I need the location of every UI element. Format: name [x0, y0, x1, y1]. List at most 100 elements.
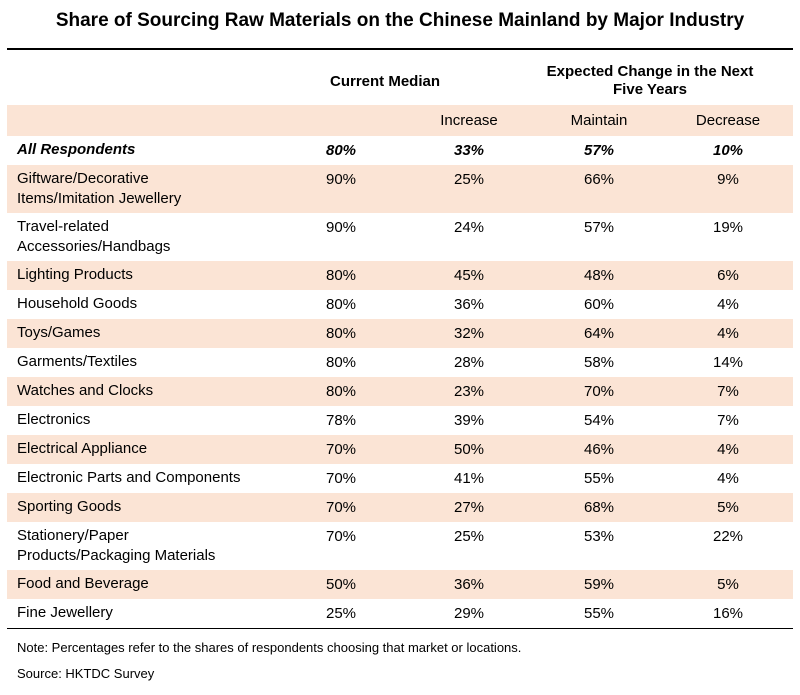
cell-increase: 39%	[453, 412, 485, 429]
row-label: Travel-related Accessories/Handbags	[17, 217, 287, 257]
row-label: Stationery/Paper Products/Packaging Mater…	[17, 526, 287, 566]
table-row: Electrical Appliance 70% 50% 46% 4%	[7, 435, 793, 464]
cell-maintain: 55%	[583, 470, 615, 487]
cell-decrease: 5%	[717, 576, 739, 593]
cell-increase: 25%	[453, 171, 485, 188]
cell-decrease: 5%	[717, 499, 739, 516]
cell-decrease: 6%	[717, 267, 739, 284]
row-label: All Respondents	[17, 140, 287, 160]
cell-current-median: 78%	[325, 412, 357, 429]
table-note: Note: Percentages refer to the shares of…	[17, 640, 522, 655]
row-label: Giftware/Decorative Items/Imitation Jewel…	[17, 169, 287, 209]
table-row: Electronics 78% 39% 54% 7%	[7, 406, 793, 435]
cell-increase: 27%	[453, 499, 485, 516]
cell-increase: 29%	[453, 605, 485, 622]
cell-maintain: 57%	[583, 219, 615, 236]
row-label: Fine Jewellery	[17, 603, 287, 623]
row-label-line: Products/Packaging Materials	[17, 547, 216, 564]
row-label-line: Food and Beverage	[17, 575, 149, 592]
row-label-line: Electrical Appliance	[17, 440, 148, 457]
row-label-line: Watches and Clocks	[17, 382, 154, 399]
cell-decrease: 4%	[717, 441, 739, 458]
cell-maintain: 48%	[583, 267, 615, 284]
cell-decrease: 4%	[717, 470, 739, 487]
cell-current-median: 80%	[325, 325, 357, 342]
cell-current-median: 25%	[325, 605, 357, 622]
table-source: Source: HKTDC Survey	[17, 666, 155, 681]
cell-decrease: 4%	[717, 325, 739, 342]
cell-current-median: 70%	[325, 499, 357, 516]
row-label: Electrical Appliance	[17, 439, 287, 459]
table-row: Toys/Games 80% 32% 64% 4%	[7, 319, 793, 348]
cell-increase: 23%	[453, 383, 485, 400]
subheader-row: Increase Maintain Decrease	[7, 105, 793, 136]
cell-decrease: 10%	[712, 142, 744, 159]
cell-current-median: 70%	[325, 528, 357, 545]
cell-maintain: 54%	[583, 412, 615, 429]
cell-increase: 33%	[453, 142, 485, 159]
table-title: Share of Sourcing Raw Materials on the C…	[55, 10, 745, 31]
row-label: Watches and Clocks	[17, 381, 287, 401]
table-row: All Respondents 80% 33% 57% 10%	[7, 136, 793, 165]
row-label: Lighting Products	[17, 265, 287, 285]
table-row: Watches and Clocks 80% 23% 70% 7%	[7, 377, 793, 406]
row-label-line: Sporting Goods	[17, 498, 122, 515]
table-row: Electronic Parts and Components 70% 41% 55%…	[7, 464, 793, 493]
cell-maintain: 66%	[583, 171, 615, 188]
table-row: Fine Jewellery 25% 29% 55% 16%	[7, 599, 793, 628]
cell-maintain: 70%	[583, 383, 615, 400]
cell-decrease: 7%	[717, 383, 739, 400]
row-label: Toys/Games	[17, 323, 287, 343]
cell-increase: 41%	[453, 470, 485, 487]
row-label-line: Travel-related	[17, 218, 109, 235]
cell-decrease: 4%	[717, 296, 739, 313]
cell-current-median: 90%	[325, 219, 357, 236]
table-row: Lighting Products 80% 45% 48% 6%	[7, 261, 793, 290]
cell-increase: 45%	[453, 267, 485, 284]
table-row: Travel-related Accessories/Handbags 90% 24%…	[7, 213, 793, 261]
cell-maintain: 59%	[583, 576, 615, 593]
cell-current-median: 80%	[325, 354, 357, 371]
cell-current-median: 80%	[325, 142, 357, 159]
cell-increase: 28%	[453, 354, 485, 371]
cell-current-median: 80%	[325, 296, 357, 313]
cell-decrease: 9%	[717, 171, 739, 188]
cell-decrease: 19%	[712, 219, 744, 236]
table-row: Food and Beverage 50% 36% 59% 5%	[7, 570, 793, 599]
row-label: Electronic Parts and Components	[17, 468, 287, 488]
row-label-line: Lighting Products	[17, 266, 133, 283]
cell-increase: 24%	[453, 219, 485, 236]
row-label-line: Toys/Games	[17, 324, 101, 341]
row-label-line: Giftware/Decorative	[17, 170, 149, 187]
cell-decrease: 22%	[712, 528, 744, 545]
header-expected-change-line1: Expected Change in the Next	[546, 63, 754, 80]
row-label: Sporting Goods	[17, 497, 287, 517]
cell-maintain: 68%	[583, 499, 615, 516]
header-current-median: Current Median	[329, 73, 440, 90]
row-label-line: Household Goods	[17, 295, 138, 312]
cell-maintain: 64%	[583, 325, 615, 342]
table-row: Household Goods 80% 36% 60% 4%	[7, 290, 793, 319]
cell-current-median: 70%	[325, 470, 357, 487]
top-rule	[7, 48, 793, 50]
subheader-increase: Increase	[440, 112, 498, 129]
cell-increase: 36%	[453, 296, 485, 313]
cell-current-median: 80%	[325, 383, 357, 400]
cell-maintain: 53%	[583, 528, 615, 545]
row-label: Electronics	[17, 410, 287, 430]
table-row: Sporting Goods 70% 27% 68% 5%	[7, 493, 793, 522]
table-row: Garments/Textiles 80% 28% 58% 14%	[7, 348, 793, 377]
table-row: Stationery/Paper Products/Packaging Mater…	[7, 522, 793, 570]
cell-decrease: 7%	[717, 412, 739, 429]
cell-current-median: 80%	[325, 267, 357, 284]
cell-current-median: 90%	[325, 171, 357, 188]
row-label-line: Stationery/Paper	[17, 527, 129, 544]
cell-increase: 32%	[453, 325, 485, 342]
subheader-decrease: Decrease	[695, 112, 761, 129]
row-label-line: Electronics	[17, 411, 91, 428]
cell-maintain: 46%	[583, 441, 615, 458]
cell-current-median: 70%	[325, 441, 357, 458]
cell-increase: 50%	[453, 441, 485, 458]
cell-decrease: 14%	[712, 354, 744, 371]
cell-maintain: 60%	[583, 296, 615, 313]
